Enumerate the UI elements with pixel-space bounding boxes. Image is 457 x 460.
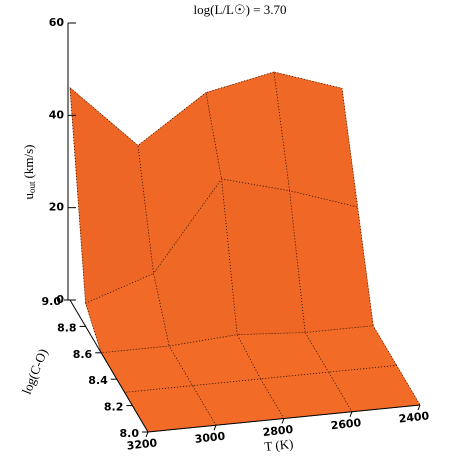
z-label-part: (km/s) — [21, 145, 36, 179]
x-tick — [145, 431, 149, 438]
y-tick-label: 9.0 — [42, 295, 62, 308]
chart-title: log(L/L☉) = 3.70 — [194, 2, 287, 17]
x-tick-label: 2600 — [330, 416, 362, 432]
surface-patch — [205, 71, 291, 192]
z-tick-label: 60 — [49, 16, 65, 29]
z-tick-label: 40 — [49, 108, 65, 121]
surface-patch — [221, 178, 306, 336]
z-tick-label: 0 — [56, 293, 64, 306]
surface-patch — [69, 86, 154, 304]
surface-shade — [69, 86, 154, 304]
x-tick-label: 3000 — [194, 430, 226, 446]
y-tick-label: 8.4 — [88, 374, 108, 387]
y-tick-label: 8.2 — [104, 401, 124, 414]
z-label-part: out — [27, 181, 37, 193]
x-tick-label: 2800 — [262, 423, 294, 439]
axis-line — [69, 299, 149, 433]
x-tick-label: 3200 — [126, 436, 158, 452]
surface-patch — [289, 190, 374, 333]
y-tick-label: 8.0 — [120, 427, 140, 440]
surface-patch — [273, 71, 359, 208]
z-tick-label: 20 — [49, 201, 65, 214]
surface-shade — [273, 71, 359, 208]
y-axis-label: log(C-O) — [19, 347, 51, 397]
x-tick — [349, 411, 353, 417]
x-axis-label: T (K) — [264, 436, 294, 454]
y-tick-label: 8.8 — [57, 321, 77, 334]
z-axis-label: uout (km/s) — [21, 145, 37, 200]
x-tick-label: 2400 — [398, 409, 430, 425]
surface-shade — [205, 71, 291, 192]
x-tick — [213, 425, 217, 431]
y-tick-label: 8.6 — [73, 348, 93, 361]
x-tick — [417, 404, 421, 411]
x-tick — [281, 418, 285, 424]
z-label-part: u — [21, 192, 36, 199]
